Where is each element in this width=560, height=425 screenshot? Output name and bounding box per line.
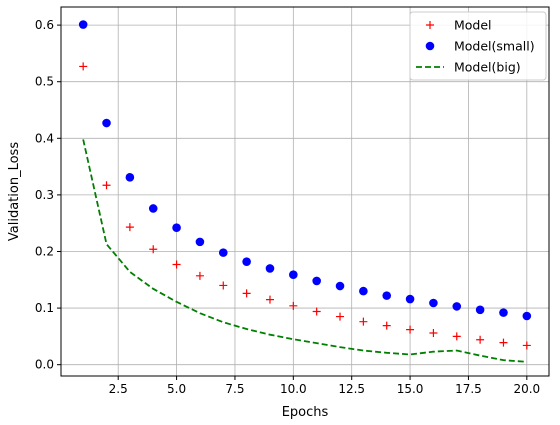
x-axis-label: Epochs	[282, 405, 329, 420]
legend-label: Model(small)	[454, 39, 535, 54]
data-point	[242, 289, 251, 298]
x-tick-label: 5.0	[167, 382, 186, 396]
data-point	[312, 276, 321, 286]
data-point	[78, 20, 88, 29]
data-point	[102, 181, 111, 190]
data-point	[429, 298, 438, 308]
data-point	[102, 118, 111, 128]
data-point	[219, 281, 228, 290]
data-point	[265, 295, 274, 304]
x-tick-label: 20.0	[513, 382, 540, 396]
legend-item: Model(small)	[425, 39, 535, 54]
legend-label: Model(big)	[454, 60, 521, 75]
x-tick-label: 12.5	[338, 382, 365, 396]
data-point	[148, 204, 158, 213]
series-model-big	[82, 139, 527, 363]
x-tick-label: 15.0	[397, 382, 424, 396]
x-tick-label: 17.5	[455, 382, 482, 396]
data-point	[522, 341, 531, 350]
legend-item: Model	[426, 18, 492, 33]
axes-frame	[60, 6, 550, 377]
y-axis-label: Validation_Loss	[7, 142, 22, 241]
y-tick-label: 0.6	[35, 18, 54, 32]
legend-swatch	[425, 41, 435, 51]
series-model-small	[78, 20, 532, 321]
data-point	[79, 62, 88, 71]
data-point	[499, 338, 508, 347]
data-point	[382, 291, 392, 300]
plot-area	[78, 20, 532, 363]
y-axis-ticks: 0.0 0.1 0.2 0.3 0.4 0.5 0.6	[35, 18, 61, 372]
data-point	[452, 302, 462, 311]
data-point	[195, 237, 205, 247]
data-point	[522, 311, 532, 321]
data-point	[195, 271, 204, 280]
x-tick-label: 7.5	[225, 382, 244, 396]
y-tick-label: 0.2	[35, 244, 54, 258]
y-tick-label: 0.3	[35, 188, 54, 202]
data-point	[359, 317, 368, 326]
series-model	[79, 62, 531, 350]
data-point	[289, 270, 298, 279]
series-line	[82, 139, 527, 363]
y-tick-label: 0.4	[35, 131, 54, 145]
data-point	[218, 248, 228, 257]
x-tick-label: 2.5	[109, 382, 128, 396]
legend-swatch	[426, 21, 434, 29]
legend: Model Model(small) Model(big)	[409, 11, 547, 81]
data-point	[312, 307, 321, 316]
data-point	[172, 260, 181, 269]
legend-item: Model(big)	[416, 60, 521, 75]
data-point	[125, 223, 134, 232]
data-point	[406, 325, 415, 334]
y-tick-label: 0.1	[35, 301, 54, 315]
data-point	[242, 257, 251, 266]
data-point	[499, 308, 508, 317]
data-point	[172, 223, 181, 233]
legend-label: Model	[454, 18, 492, 33]
data-point	[359, 286, 368, 296]
data-point	[265, 264, 275, 273]
x-tick-label: 10.0	[280, 382, 307, 396]
data-point	[125, 173, 135, 182]
data-point	[429, 328, 438, 337]
data-point	[405, 294, 415, 304]
y-tick-label: 0.5	[35, 75, 54, 89]
x-axis-ticks: 2.5 5.0 7.5 10.0 12.5 15.0 17.5 20.0	[109, 376, 540, 396]
legend-box	[409, 11, 547, 81]
data-point	[452, 332, 461, 341]
data-point	[289, 301, 298, 310]
data-point	[475, 305, 485, 315]
data-point	[382, 321, 391, 330]
data-point	[149, 245, 158, 254]
data-point	[335, 281, 345, 291]
data-point	[336, 312, 345, 321]
data-point	[476, 335, 485, 344]
y-tick-label: 0.0	[35, 358, 54, 372]
